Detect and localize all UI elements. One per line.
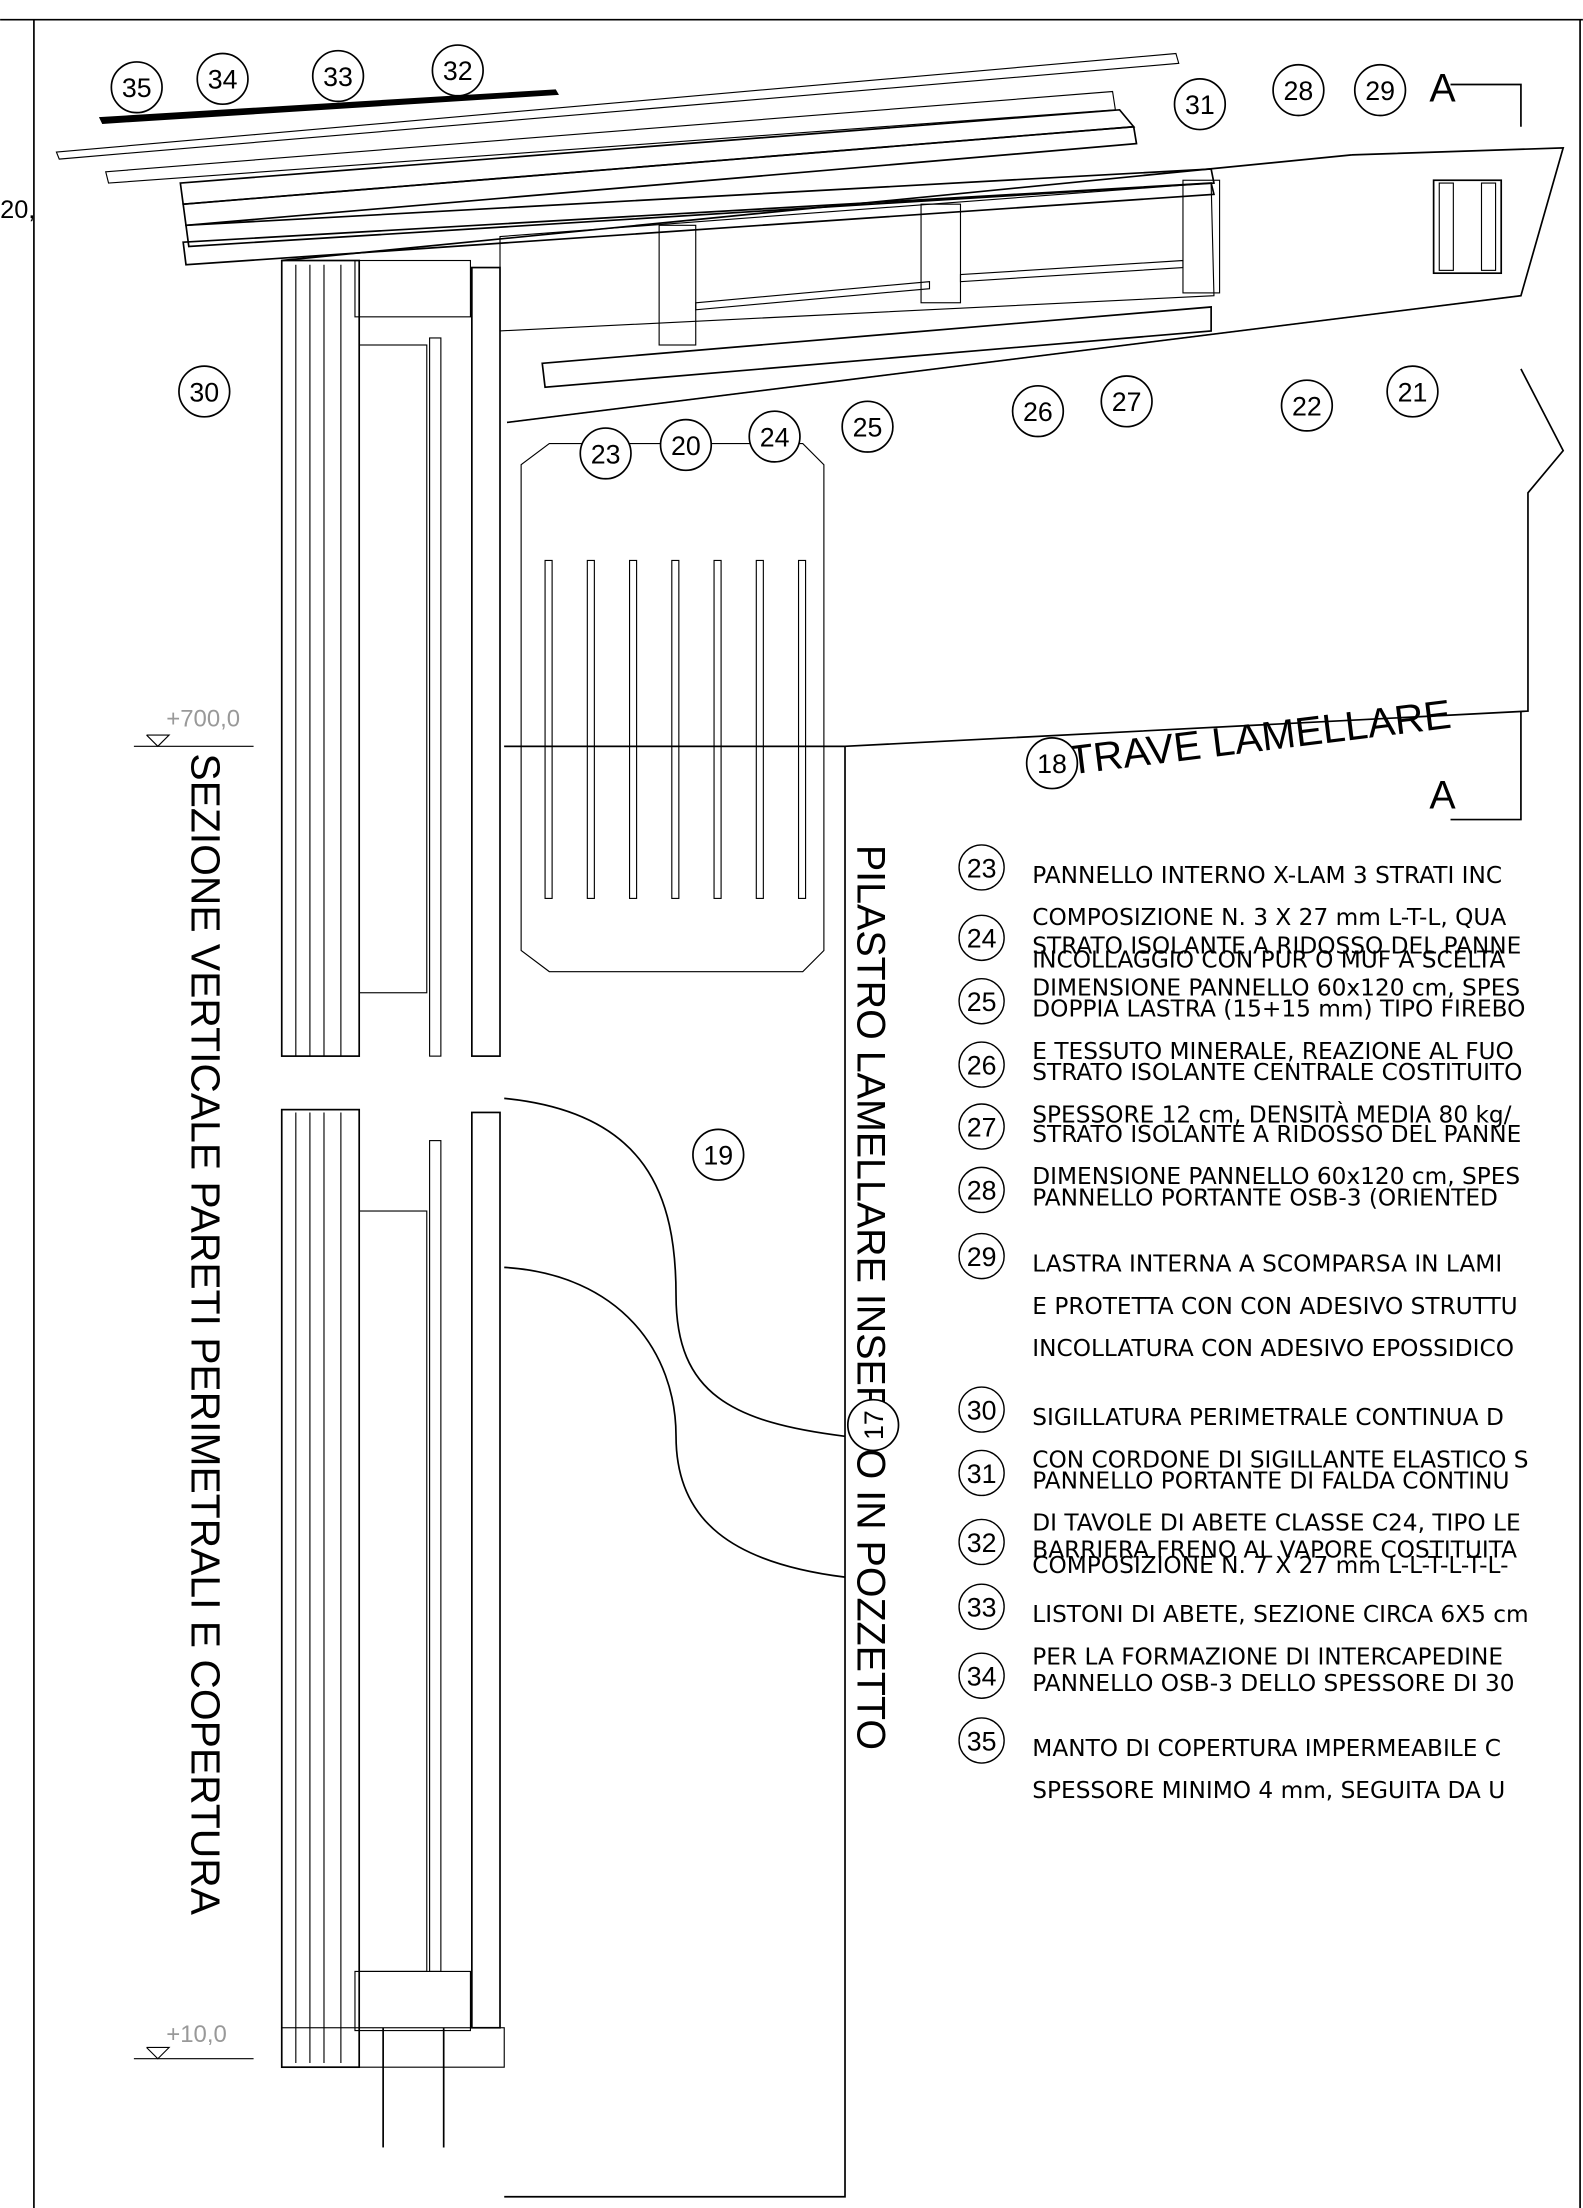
callout-number: 18 <box>1037 749 1067 779</box>
callout-number: 33 <box>323 62 353 92</box>
legend-line: PANNELLO PORTANTE DI FALDA CONTINU <box>1032 1467 1509 1494</box>
callout-number: 22 <box>1292 391 1322 421</box>
legend-line: MANTO DI COPERTURA IMPERMEABILE C <box>1032 1735 1501 1762</box>
callout-number: 23 <box>591 439 621 469</box>
legend-line: E PROTETTA CON CON ADESIVO STRUTTU <box>1032 1293 1517 1320</box>
callout-number: 19 <box>703 1141 733 1171</box>
legend-line: STRATO ISOLANTE CENTRALE COSTITUITO <box>1032 1059 1522 1086</box>
legend-line: STRATO ISOLANTE A RIDOSSO DEL PANNE <box>1032 932 1521 959</box>
legend-number: 31 <box>967 1459 997 1489</box>
legend-line: LASTRA INTERNA A SCOMPARSA IN LAMI <box>1032 1251 1502 1278</box>
legend-line: SIGILLATURA PERIMETRALE CONTINUA D <box>1032 1404 1504 1431</box>
section-mark: A <box>1429 66 1456 110</box>
legend-number: 27 <box>967 1112 997 1142</box>
legend-line: LISTONI DI ABETE, SEZIONE CIRCA 6X5 cm <box>1032 1601 1528 1628</box>
legend-number: 30 <box>967 1395 997 1425</box>
callout-number: 17 <box>859 1410 889 1440</box>
column-title: PILASTRO LAMELLARE INSERITO IN POZZETTO <box>849 845 893 1750</box>
legend-line: PANNELLO PORTANTE OSB-3 (ORIENTED <box>1032 1184 1498 1211</box>
callout-number: 24 <box>760 422 790 452</box>
callout-number: 20 <box>671 431 701 461</box>
legend-number: 32 <box>967 1528 997 1558</box>
legend-line: PANNELLO OSB-3 DELLO SPESSORE DI 30 <box>1032 1670 1514 1697</box>
legend-line: DI TAVOLE DI ABETE CLASSE C24, TIPO LE <box>1032 1510 1520 1537</box>
callout-number: 29 <box>1365 76 1395 106</box>
legend-number: 26 <box>967 1050 997 1080</box>
legend-line: INCOLLATURA CON ADESIVO EPOSSIDICO <box>1032 1335 1514 1362</box>
legend-line: PER LA FORMAZIONE DI INTERCAPEDINE <box>1032 1643 1503 1670</box>
legend-number: 34 <box>967 1662 997 1692</box>
callout-number: 32 <box>443 56 473 86</box>
callout-number: 35 <box>122 73 152 103</box>
legend-number: 24 <box>967 924 997 954</box>
callout-number: 31 <box>1185 90 1215 120</box>
legend-number: 25 <box>967 987 997 1017</box>
legend-number: 33 <box>967 1593 997 1623</box>
left-fragment: 20, <box>0 196 35 224</box>
callout-number: 28 <box>1284 76 1314 106</box>
level: +10,0 <box>166 2021 227 2048</box>
drawing: 20, A A +700,0 +10,0 SEZIONE VERTICALE P… <box>0 0 1583 2208</box>
legend-number: 29 <box>967 1242 997 1272</box>
legend-line: BARRIERA FRENO AL VAPORE COSTITUITA <box>1032 1536 1517 1563</box>
section-mark: A <box>1429 773 1456 817</box>
callout-number: 27 <box>1112 387 1142 417</box>
callout-number: 21 <box>1398 377 1428 407</box>
callout-number: 34 <box>208 65 238 95</box>
legend-number: 23 <box>967 853 997 883</box>
legend-line: STRATO ISOLANTE A RIDOSSO DEL PANNE <box>1032 1121 1521 1148</box>
legend-number: 35 <box>967 1726 997 1756</box>
section-title: SEZIONE VERTICALE PARETI PERIMETRALI E C… <box>183 753 229 1915</box>
callout-number: 30 <box>189 377 219 407</box>
callout-number: 25 <box>853 413 883 443</box>
level: +700,0 <box>166 706 240 733</box>
legend-number: 28 <box>967 1176 997 1206</box>
legend-line: SPESSORE MINIMO 4 mm, SEGUITA DA U <box>1032 1777 1505 1804</box>
legend-line: DOPPIA LASTRA (15+15 mm) TIPO FIREBO <box>1032 996 1525 1023</box>
legend-line: PANNELLO INTERNO X-LAM 3 STRATI INC <box>1032 862 1502 889</box>
legend-line: COMPOSIZIONE N. 3 X 27 mm L-T-L, QUA <box>1032 904 1506 931</box>
callout-number: 26 <box>1023 397 1053 427</box>
